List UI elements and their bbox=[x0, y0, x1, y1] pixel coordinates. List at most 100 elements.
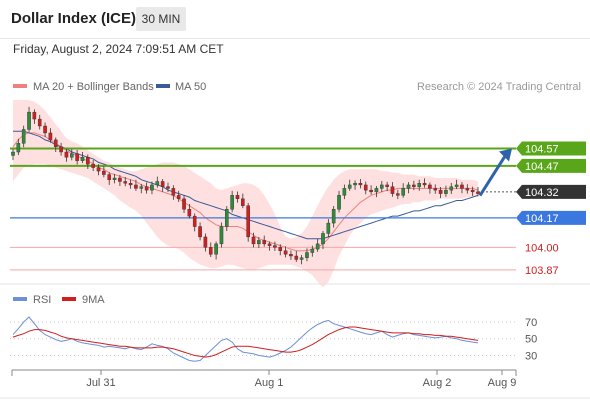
candle-body bbox=[48, 132, 53, 141]
x-tick-label: Aug 2 bbox=[423, 377, 452, 389]
ma50-legend-label: MA 50 bbox=[175, 81, 206, 93]
candle-body bbox=[203, 236, 208, 248]
candle-body bbox=[118, 177, 122, 182]
candle-body bbox=[283, 250, 288, 255]
candle-body bbox=[251, 236, 256, 245]
bollinger-band bbox=[13, 100, 478, 288]
candle-body bbox=[96, 167, 101, 172]
ma20-legend-label: MA 20 + Bollinger Bands bbox=[33, 81, 154, 93]
candle-body bbox=[273, 245, 277, 248]
candle-body bbox=[465, 188, 470, 191]
resistance-label-box bbox=[516, 141, 586, 156]
candle-body bbox=[91, 163, 95, 168]
candle-body bbox=[406, 184, 411, 189]
candle-body bbox=[246, 205, 250, 238]
x-tick-label: Aug 9 bbox=[488, 377, 517, 389]
resistance-label: 104.57 bbox=[525, 144, 559, 156]
candle-body bbox=[358, 182, 363, 186]
rsi-line bbox=[12, 316, 479, 362]
candle-body bbox=[267, 243, 272, 246]
candle-body bbox=[182, 198, 186, 210]
candle-body bbox=[396, 193, 400, 196]
candle-body bbox=[417, 182, 422, 187]
rsi-tick-label: 70 bbox=[525, 317, 537, 329]
candle-body bbox=[422, 182, 427, 186]
candle-body bbox=[257, 240, 261, 245]
candle-body bbox=[208, 247, 213, 255]
candle-body bbox=[21, 129, 26, 144]
ma50-legend-swatch bbox=[156, 84, 170, 88]
credit-text: Research © 2024 Trading Central bbox=[417, 81, 581, 93]
candle-body bbox=[241, 198, 245, 206]
candle-body bbox=[102, 170, 106, 175]
candle-body bbox=[460, 184, 464, 189]
candle-body bbox=[449, 186, 454, 191]
current-price-label: 104.32 bbox=[525, 187, 559, 199]
candle-body bbox=[294, 255, 299, 260]
candle-body bbox=[75, 153, 79, 161]
candle-body bbox=[144, 186, 149, 191]
ma20-legend-swatch bbox=[13, 84, 27, 88]
x-tick-label: Aug 1 bbox=[255, 377, 284, 389]
candle-body bbox=[166, 186, 170, 189]
rsi-ma-legend-swatch bbox=[62, 297, 76, 301]
chart-datetime: Friday, August 2, 2024 7:09:51 AM CET bbox=[13, 42, 224, 56]
candle-body bbox=[187, 208, 192, 217]
candle-body bbox=[363, 184, 368, 191]
candle-body bbox=[433, 188, 438, 191]
candle-body bbox=[438, 189, 443, 194]
candle-body bbox=[401, 188, 405, 196]
candle-body bbox=[299, 257, 304, 260]
candle-body bbox=[289, 254, 293, 257]
support-label: 103.87 bbox=[525, 265, 559, 277]
candle-body bbox=[150, 184, 154, 191]
rsi-ma-line bbox=[12, 326, 479, 358]
candle-body bbox=[37, 118, 42, 127]
candle-body bbox=[176, 195, 181, 199]
x-tick-label: Jul 31 bbox=[86, 377, 115, 389]
candle-body bbox=[64, 151, 69, 158]
candle-body bbox=[305, 252, 309, 258]
candle-body bbox=[310, 248, 315, 253]
ma20-line bbox=[12, 132, 479, 252]
candle-body bbox=[428, 184, 432, 189]
candle-body bbox=[171, 188, 176, 196]
candle-body bbox=[374, 188, 379, 193]
timeframe-button[interactable]: 30 MIN bbox=[136, 7, 186, 31]
candle-body bbox=[134, 184, 138, 189]
candle-body bbox=[53, 139, 58, 148]
candle-body bbox=[321, 233, 325, 245]
candle-body bbox=[326, 222, 331, 234]
current-price-label-box bbox=[516, 184, 586, 199]
candle-body bbox=[214, 243, 218, 255]
candle-body bbox=[107, 174, 112, 180]
candle-body bbox=[43, 125, 47, 134]
candle-body bbox=[128, 182, 133, 186]
rsi-ma-legend-label: 9MA bbox=[82, 294, 105, 306]
candle-body bbox=[235, 195, 240, 199]
candle-body bbox=[198, 226, 202, 238]
support-label: 104.00 bbox=[525, 242, 559, 254]
projection-arrow-head bbox=[499, 148, 512, 162]
candle-body bbox=[80, 156, 85, 161]
candle-body bbox=[315, 243, 320, 250]
candle-body bbox=[16, 143, 21, 153]
pivot-label: 104.17 bbox=[525, 213, 559, 225]
candle-body bbox=[69, 153, 74, 158]
candle-body bbox=[139, 186, 144, 189]
candle-body bbox=[86, 156, 90, 165]
candle-body bbox=[224, 208, 229, 227]
candle-body bbox=[11, 151, 15, 156]
rsi-legend-swatch bbox=[13, 297, 27, 301]
candle-body bbox=[337, 195, 341, 210]
pivot-label-box bbox=[516, 210, 586, 225]
candle-body bbox=[412, 184, 416, 187]
candle-body bbox=[347, 184, 352, 189]
chart-title: Dollar Index (ICE) bbox=[11, 10, 137, 27]
candle-body bbox=[230, 195, 234, 210]
candle-body bbox=[379, 184, 384, 189]
candle-body bbox=[123, 181, 128, 184]
candle-body bbox=[369, 189, 373, 193]
candle-body bbox=[444, 189, 448, 194]
